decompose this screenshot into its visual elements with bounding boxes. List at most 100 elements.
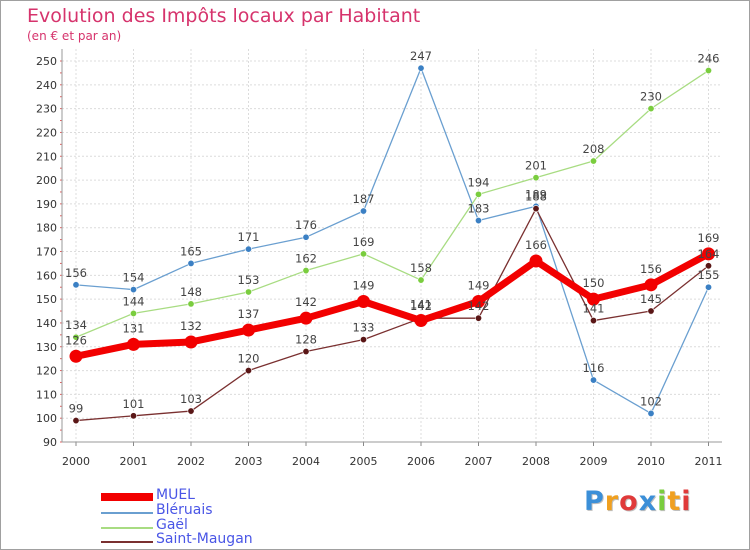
data-label: 150 [583, 276, 605, 290]
y-tick-label: 170 [36, 246, 57, 259]
series-line-bl-ruais [75, 67, 710, 415]
data-point-muel [702, 247, 715, 261]
data-label: 246 [698, 52, 720, 66]
data-point-saint-maugan [647, 307, 655, 315]
data-point-muel [299, 311, 313, 325]
y-tick-label: 130 [36, 341, 57, 354]
legend-swatch [101, 541, 153, 543]
data-label: 116 [583, 361, 605, 375]
data-label: 171 [238, 230, 260, 244]
data-point-saint-maugan [589, 317, 597, 325]
data-label: 153 [238, 273, 260, 287]
data-label: 102 [640, 394, 662, 408]
data-point-saint-maugan [72, 417, 80, 425]
data-label: 101 [123, 397, 145, 411]
x-tick-label: 2005 [350, 455, 378, 468]
data-point-bl-ruais [302, 233, 310, 241]
data-point-bl-ruais [359, 207, 367, 215]
legend-swatch [101, 527, 153, 529]
logo-letter: P [584, 486, 605, 517]
data-label: 194 [468, 175, 490, 189]
data-label: 169 [353, 235, 375, 249]
y-tick-label: 240 [36, 79, 57, 92]
data-label: 145 [640, 292, 662, 306]
data-label: 148 [180, 285, 202, 299]
chart-title: Evolution des Impôts locaux par Habitant [27, 5, 421, 27]
logo-letter: o [619, 486, 639, 517]
y-tick-label: 220 [36, 126, 57, 139]
x-tick-label: 2008 [522, 455, 550, 468]
data-point-bl-ruais [72, 281, 80, 289]
data-point-muel [127, 337, 140, 351]
data-point-muel [357, 295, 370, 309]
data-label: 142 [468, 299, 490, 313]
legend-swatch [101, 512, 153, 514]
y-tick-label: 160 [36, 269, 57, 282]
y-tick-label: 150 [36, 293, 57, 306]
x-tick-label: 2004 [292, 455, 320, 468]
data-point-ga-l [474, 190, 482, 198]
data-label: 120 [238, 352, 260, 366]
data-point-bl-ruais [417, 64, 425, 72]
data-point-ga-l [359, 250, 367, 258]
logo-letter: i [657, 486, 668, 517]
data-point-saint-maugan [245, 367, 253, 375]
data-point-ga-l [130, 309, 138, 317]
series-line-muel [72, 250, 712, 360]
data-label: 141 [583, 302, 605, 316]
data-point-ga-l [72, 333, 80, 341]
data-point-bl-ruais [245, 245, 253, 253]
data-label: 155 [698, 268, 720, 282]
data-label: 156 [65, 266, 87, 280]
y-tick-label: 210 [36, 150, 57, 163]
data-point-ga-l [417, 276, 425, 284]
data-label: 158 [410, 261, 432, 275]
data-label: 188 [525, 190, 547, 204]
data-label: 164 [698, 247, 720, 261]
data-label: 154 [123, 271, 145, 285]
data-point-muel [644, 278, 658, 292]
y-tick-label: 100 [36, 412, 57, 425]
data-label: 128 [295, 333, 317, 347]
data-label: 99 [69, 402, 84, 416]
data-point-bl-ruais [130, 286, 138, 294]
data-point-ga-l [245, 288, 253, 296]
data-point-bl-ruais [589, 376, 597, 384]
x-tick-label: 2006 [407, 455, 435, 468]
data-point-muel [529, 254, 543, 268]
data-label: 230 [640, 90, 662, 104]
data-label: 176 [295, 218, 317, 232]
y-tick-label: 120 [36, 365, 57, 378]
data-label: 103 [180, 392, 202, 406]
data-point-muel [184, 335, 198, 349]
x-tick-label: 2009 [580, 455, 608, 468]
data-label: 201 [525, 159, 547, 173]
y-tick-label: 140 [36, 317, 57, 330]
data-point-saint-maugan [532, 205, 540, 213]
legend-label: Saint-Maugan [156, 531, 253, 547]
data-point-bl-ruais [704, 283, 712, 291]
data-label: 132 [180, 319, 202, 333]
x-tick-label: 2011 [695, 455, 723, 468]
logo-letter: r [604, 486, 620, 517]
chart-subtitle: (en € et par an) [27, 29, 122, 43]
data-point-ga-l [302, 267, 310, 275]
legend-label: MUEL [156, 487, 195, 503]
y-tick-label: 230 [36, 103, 57, 116]
data-point-muel [587, 292, 600, 306]
data-point-muel [414, 314, 428, 328]
data-label: 162 [295, 252, 317, 266]
data-label: 149 [468, 279, 490, 293]
y-tick-label: 200 [36, 174, 57, 187]
x-tick-label: 2010 [637, 455, 665, 468]
legend-swatch [101, 493, 153, 501]
data-label: 189 [525, 187, 547, 201]
data-point-saint-maugan [302, 348, 310, 356]
data-point-ga-l [187, 300, 195, 308]
x-tick-label: 2007 [465, 455, 493, 468]
data-point-bl-ruais [647, 409, 655, 417]
x-tick-label: 2002 [177, 455, 205, 468]
data-label: 142 [295, 295, 317, 309]
